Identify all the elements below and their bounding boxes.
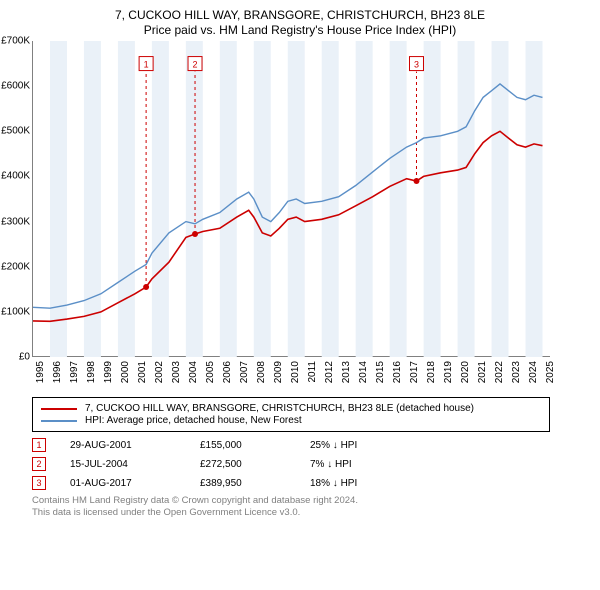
- legend-label: 7, CUCKOO HILL WAY, BRANSGORE, CHRISTCHU…: [85, 403, 474, 414]
- x-tick-label: 2022: [494, 361, 505, 383]
- x-tick-label: 2014: [358, 361, 369, 383]
- x-axis: 1995 1996 1997 1998 1999 2000 2001 2002 2003 2004…: [32, 357, 550, 391]
- sale-delta-hpi: 7% ↓ HPI: [310, 459, 420, 470]
- svg-text:3: 3: [414, 60, 419, 70]
- x-tick-label: 2010: [290, 361, 301, 383]
- y-tick-label: £600K: [1, 81, 30, 92]
- sale-price: £272,500: [200, 459, 310, 470]
- x-tick-label: 2017: [409, 361, 420, 383]
- sale-delta-hpi: 18% ↓ HPI: [310, 478, 420, 489]
- x-tick-label: 1995: [35, 361, 46, 383]
- legend-swatch: [41, 408, 77, 410]
- x-tick-label: 2013: [341, 361, 352, 383]
- y-tick-label: £200K: [1, 261, 30, 272]
- legend-swatch: [41, 420, 77, 422]
- x-tick-label: 2024: [528, 361, 539, 383]
- x-tick-label: 2000: [120, 361, 131, 383]
- footer-line-2: This data is licensed under the Open Gov…: [32, 507, 550, 519]
- sale-price: £155,000: [200, 440, 310, 451]
- legend-row: 7, CUCKOO HILL WAY, BRANSGORE, CHRISTCHU…: [41, 403, 541, 414]
- legend: 7, CUCKOO HILL WAY, BRANSGORE, CHRISTCHU…: [32, 397, 550, 432]
- sale-delta-hpi: 25% ↓ HPI: [310, 440, 420, 451]
- x-tick-label: 2016: [392, 361, 403, 383]
- sale-date: 01-AUG-2017: [70, 478, 200, 489]
- chart-svg: 1 2 3: [33, 41, 551, 357]
- x-tick-label: 2009: [273, 361, 284, 383]
- y-tick-label: £300K: [1, 216, 30, 227]
- y-tick-label: £700K: [1, 36, 30, 47]
- x-tick-label: 1999: [103, 361, 114, 383]
- x-tick-label: 2019: [443, 361, 454, 383]
- svg-text:2: 2: [193, 60, 198, 70]
- x-tick-label: 2007: [239, 361, 250, 383]
- chart-title-sub: Price paid vs. HM Land Registry's House …: [8, 23, 592, 37]
- x-tick-label: 2011: [307, 361, 318, 383]
- legend-row: HPI: Average price, detached house, New …: [41, 415, 541, 426]
- sale-marker-box: 3: [32, 476, 46, 490]
- y-tick-label: £400K: [1, 171, 30, 182]
- sale-marker-box: 1: [32, 438, 46, 452]
- x-tick-label: 2012: [324, 361, 335, 383]
- y-axis: £0£100K£200K£300K£400K£500K£600K£700K: [0, 41, 32, 391]
- plot-area: £0£100K£200K£300K£400K£500K£600K£700K 12…: [32, 41, 592, 391]
- x-tick-label: 2006: [222, 361, 233, 383]
- x-tick-label: 2015: [375, 361, 386, 383]
- sales-table: 1 29-AUG-2001£155,00025% ↓ HPI 2 15-JUL-200…: [32, 438, 550, 490]
- x-tick-label: 2021: [477, 361, 488, 383]
- y-tick-label: £500K: [1, 126, 30, 137]
- y-tick-label: £100K: [1, 306, 30, 317]
- sale-date: 15-JUL-2004: [70, 459, 200, 470]
- x-tick-label: 2002: [154, 361, 165, 383]
- sale-date: 29-AUG-2001: [70, 440, 200, 451]
- x-tick-label: 2020: [460, 361, 471, 383]
- x-tick-label: 1997: [69, 361, 80, 383]
- legend-label: HPI: Average price, detached house, New …: [85, 415, 302, 426]
- x-tick-label: 2023: [511, 361, 522, 383]
- x-tick-label: 2001: [137, 361, 148, 383]
- chart-title-main: 7, CUCKOO HILL WAY, BRANSGORE, CHRISTCHU…: [8, 8, 592, 22]
- sale-row: 1 29-AUG-2001£155,00025% ↓ HPI: [32, 438, 550, 452]
- x-tick-label: 2004: [188, 361, 199, 383]
- x-tick-label: 2025: [545, 361, 556, 383]
- y-tick-label: £0: [19, 352, 30, 363]
- sale-marker-box: 2: [32, 457, 46, 471]
- chart-container: 7, CUCKOO HILL WAY, BRANSGORE, CHRISTCHU…: [8, 8, 592, 520]
- x-tick-label: 2008: [256, 361, 267, 383]
- chart-titles: 7, CUCKOO HILL WAY, BRANSGORE, CHRISTCHU…: [8, 8, 592, 37]
- footer-attribution: Contains HM Land Registry data © Crown c…: [32, 495, 550, 520]
- sale-row: 2 15-JUL-2004£272,5007% ↓ HPI: [32, 457, 550, 471]
- sale-row: 3 01-AUG-2017£389,95018% ↓ HPI: [32, 476, 550, 490]
- x-tick-label: 2018: [426, 361, 437, 383]
- x-tick-label: 2005: [205, 361, 216, 383]
- sale-price: £389,950: [200, 478, 310, 489]
- x-tick-label: 1998: [86, 361, 97, 383]
- svg-text:1: 1: [144, 60, 149, 70]
- x-tick-label: 2003: [171, 361, 182, 383]
- footer-line-1: Contains HM Land Registry data © Crown c…: [32, 495, 550, 507]
- plot-region: 1 2 3: [32, 41, 550, 357]
- x-tick-label: 1996: [52, 361, 63, 383]
